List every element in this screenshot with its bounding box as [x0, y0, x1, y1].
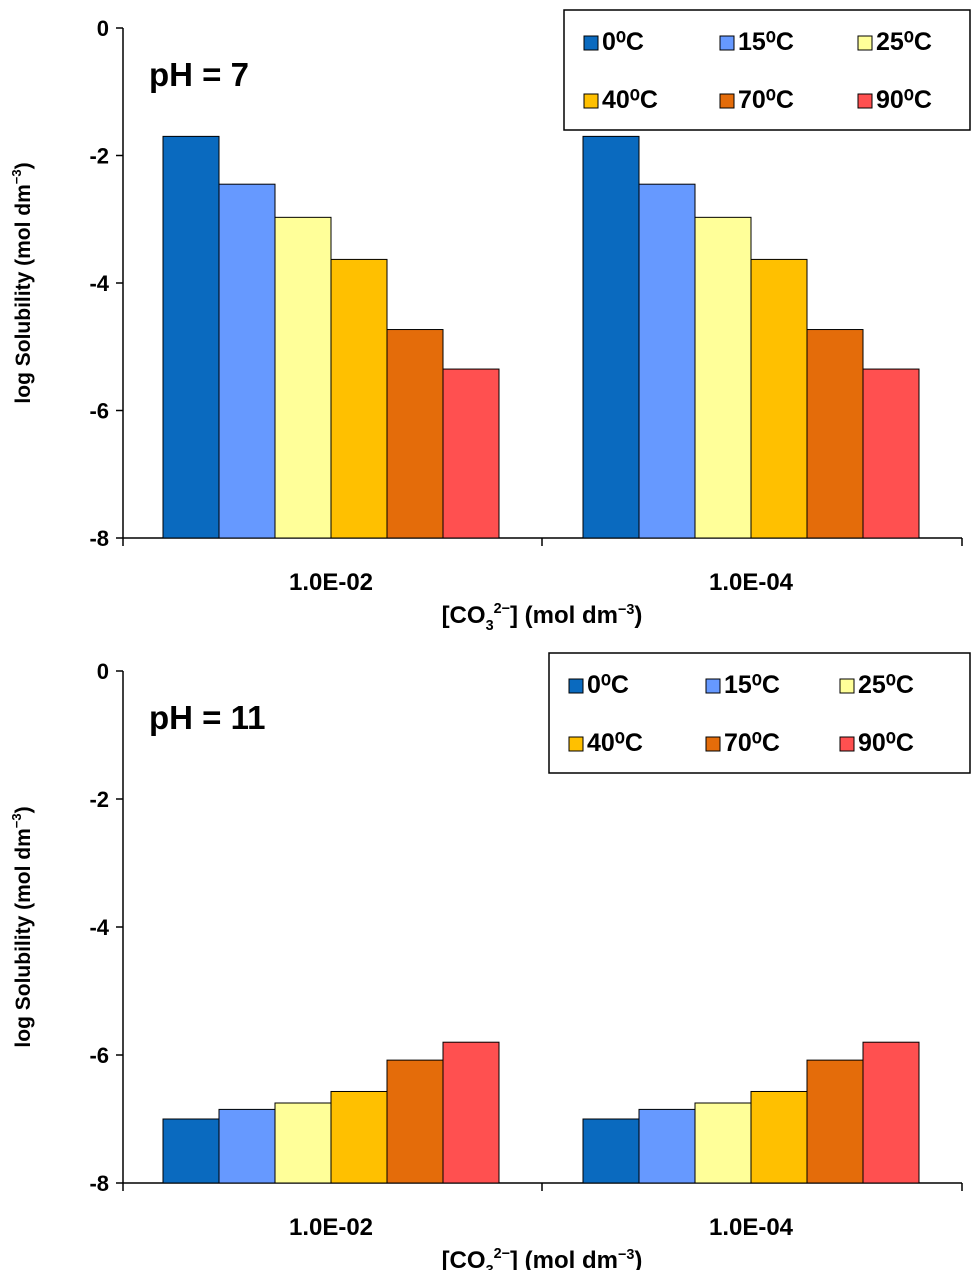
legend-label: 25⁰C	[876, 28, 932, 56]
bar-1.0E-02-1	[218, 183, 276, 539]
y-tick-label: -2	[89, 144, 109, 169]
legend-swatch	[719, 93, 735, 109]
bar-1.0E-02-3	[330, 1090, 388, 1184]
bar-1.0E-02-0	[162, 1118, 220, 1184]
legend-label: 15⁰C	[738, 28, 794, 56]
bar-1.0E-02-3	[330, 258, 388, 539]
y-tick-label: -4	[89, 271, 109, 296]
x-axis-title: [CO32−] (mol dm−3)	[442, 1246, 643, 1270]
bar-1.0E-04-3	[750, 1090, 808, 1184]
legend-box	[563, 9, 971, 131]
legend-label: 90⁰C	[858, 729, 914, 757]
legend-label: 40⁰C	[587, 729, 643, 757]
y-tick-label: -4	[89, 915, 109, 940]
bar-1.0E-02-1	[218, 1108, 276, 1184]
bar-1.0E-02-2	[274, 216, 332, 539]
x-tick-label: 1.0E-04	[709, 569, 794, 596]
legend-swatch	[839, 678, 855, 694]
legend-swatch	[719, 35, 735, 51]
bar-1.0E-04-3	[750, 258, 808, 539]
bar-1.0E-04-0	[582, 135, 640, 539]
bar-1.0E-02-4	[386, 1059, 444, 1184]
bar-1.0E-04-4	[806, 1059, 864, 1184]
bar-1.0E-04-2	[694, 216, 752, 539]
legend-label: 15⁰C	[724, 671, 780, 699]
legend-swatch	[857, 93, 873, 109]
legend-label: 0⁰C	[587, 671, 629, 699]
bar-1.0E-04-5	[862, 1041, 920, 1184]
legend: 0⁰C 15⁰C 25⁰C 40⁰C 70⁰C 90⁰C	[563, 9, 971, 131]
y-axis-title: log Solubility (mol dm−3)	[9, 162, 35, 403]
legend-label: 25⁰C	[858, 671, 914, 699]
y-tick-label: 0	[97, 16, 109, 41]
bar-1.0E-04-0	[582, 1118, 640, 1184]
legend-label: 40⁰C	[602, 86, 658, 114]
legend-swatch	[839, 736, 855, 752]
y-tick-label: -8	[89, 1171, 109, 1196]
x-tick-label: 1.0E-04	[709, 1214, 794, 1241]
bar-1.0E-02-5	[442, 368, 500, 539]
chart-panel-2: 0 -2 -4 -6 -8 1.0E-02 1.0E-04 pH = 11 [CO32−] (m…	[9, 652, 971, 1270]
bar-1.0E-04-1	[638, 183, 696, 539]
legend-swatch	[568, 678, 584, 694]
bar-1.0E-04-4	[806, 329, 864, 539]
legend-label: 90⁰C	[876, 86, 932, 114]
y-tick-label: -2	[89, 787, 109, 812]
legend-box	[548, 652, 971, 774]
x-axis-title: [CO32−] (mol dm−3)	[442, 601, 643, 634]
legend: 0⁰C 15⁰C 25⁰C 40⁰C 70⁰C 90⁰C	[548, 652, 971, 774]
legend-swatch	[568, 736, 584, 752]
y-tick-label: 0	[97, 659, 109, 684]
x-tick-label: 1.0E-02	[289, 569, 373, 596]
legend-swatch	[583, 93, 599, 109]
bar-1.0E-02-5	[442, 1041, 500, 1184]
bar-1.0E-02-4	[386, 329, 444, 539]
legend-swatch	[705, 678, 721, 694]
legend-label: 0⁰C	[602, 28, 644, 56]
bar-1.0E-04-5	[862, 368, 920, 539]
legend-label: 70⁰C	[724, 729, 780, 757]
bar-1.0E-02-2	[274, 1102, 332, 1184]
y-tick-label: -6	[89, 1043, 109, 1068]
bar-1.0E-04-2	[694, 1102, 752, 1184]
y-tick-label: -6	[89, 399, 109, 424]
ph-annotation: pH = 11	[149, 699, 265, 736]
legend-swatch	[857, 35, 873, 51]
y-tick-label: -8	[89, 526, 109, 551]
x-tick-label: 1.0E-02	[289, 1214, 373, 1241]
bar-1.0E-04-1	[638, 1108, 696, 1184]
legend-swatch	[583, 35, 599, 51]
y-axis-title: log Solubility (mol dm−3)	[9, 806, 35, 1047]
bar-1.0E-02-0	[162, 135, 220, 539]
chart-panel-1: 0 -2 -4 -6 -8 1.0E-02 1.0E-04 pH = 7 [CO32−] (mo…	[9, 9, 971, 634]
legend-swatch	[705, 736, 721, 752]
ph-annotation: pH = 7	[149, 56, 249, 93]
legend-label: 70⁰C	[738, 86, 794, 114]
